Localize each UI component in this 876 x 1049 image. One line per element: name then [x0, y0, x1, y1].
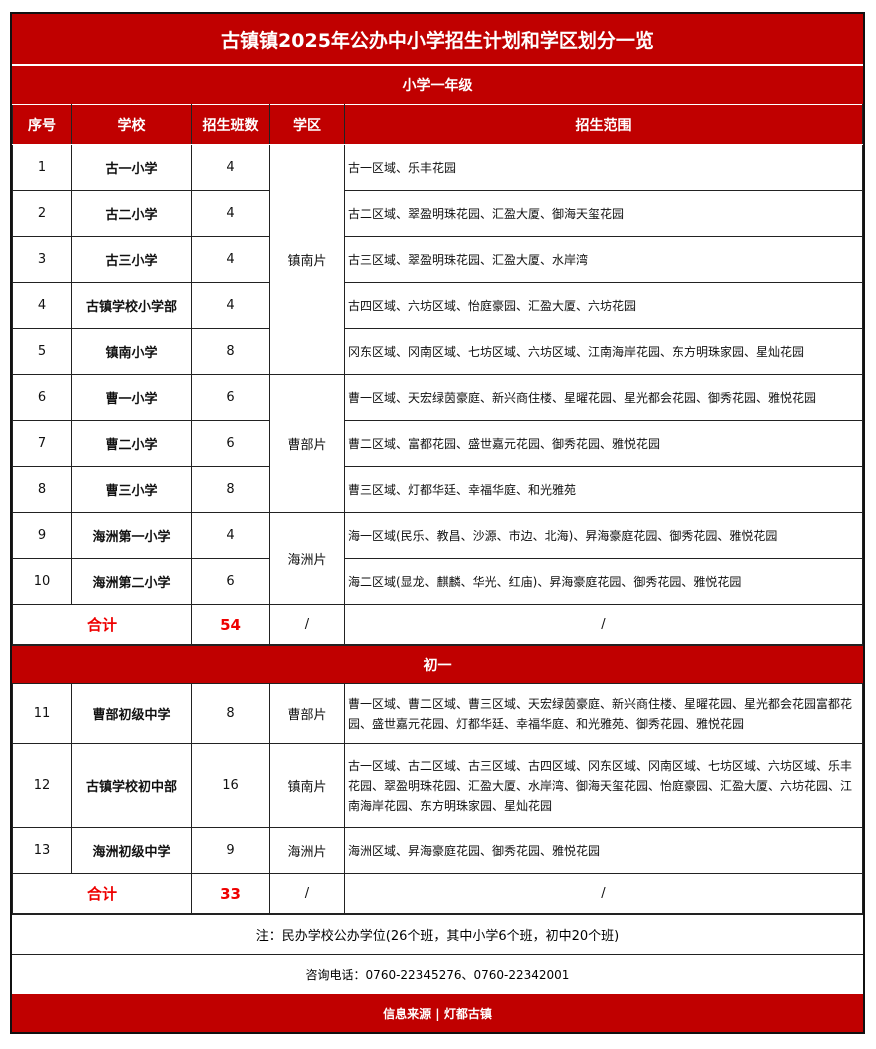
section-primary: 小学一年级: [12, 66, 863, 104]
total-range: /: [344, 604, 863, 645]
enrollment-range: 曹一区域、天宏绿茵豪庭、新兴商住楼、星曜花园、星光都会花园、御秀花园、雅悦花园: [344, 374, 863, 421]
school-name: 古三小学: [71, 236, 192, 283]
total-row: 合计 54//: [12, 604, 863, 645]
school-name: 海洲第二小学: [71, 558, 192, 605]
table-row: 3 古三小学 4 古三区域、翠盈明珠花园、汇盈大厦、水岸湾: [12, 236, 863, 283]
table-row: 2 古二小学 4 古二区域、翠盈明珠花园、汇盈大厦、御海天玺花园: [12, 190, 863, 237]
district: 曹部片: [269, 374, 345, 513]
class-count: 6: [191, 558, 270, 605]
row-no: 4: [12, 282, 72, 329]
school-name: 古镇学校初中部: [71, 743, 192, 828]
class-count: 8: [191, 328, 270, 375]
enrollment-range: 曹三区域、灯都华廷、幸福华庭、和光雅苑: [344, 466, 863, 513]
school-name: 古镇学校小学部: [71, 282, 192, 329]
row-no: 6: [12, 374, 72, 421]
district: 海洲片: [269, 827, 345, 874]
header-row: 序号 学校 招生班数 学区 招生范围: [12, 104, 863, 145]
table-row: 11 曹部初级中学 8 曹部片 曹一区域、曹二区域、曹三区域、天宏绿茵豪庭、新兴商住楼、…: [12, 683, 863, 744]
total-row: 合计 33//: [12, 873, 863, 914]
school-name: 海洲初级中学: [71, 827, 192, 874]
enrollment-range: 古四区域、六坊区域、怡庭豪园、汇盈大厦、六坊花园: [344, 282, 863, 329]
class-count: 6: [191, 374, 270, 421]
school-name: 曹二小学: [71, 420, 192, 467]
section-middle: 初一: [12, 645, 863, 683]
district: 镇南片: [269, 144, 345, 375]
footer-source: 信息来源 | 灯都古镇: [12, 994, 863, 1032]
enrollment-range: 曹一区域、曹二区域、曹三区域、天宏绿茵豪庭、新兴商住楼、星曜花园、星光都会花园富…: [344, 683, 863, 744]
school-name: 曹三小学: [71, 466, 192, 513]
class-count: 4: [191, 512, 270, 559]
note: 注：民办学校公办学位(26个班，其中小学6个班，初中20个班): [12, 914, 863, 954]
header-district: 学区: [269, 104, 345, 145]
class-count: 16: [191, 743, 270, 828]
total-label: 合计: [12, 873, 192, 914]
row-no: 7: [12, 420, 72, 467]
table-row: 7 曹二小学 6 曹二区域、富都花园、盛世嘉元花园、御秀花园、雅悦花园: [12, 420, 863, 467]
total-classes: 33: [191, 873, 270, 914]
class-count: 4: [191, 190, 270, 237]
enrollment-range: 海一区域(民乐、教昌、沙源、市边、北海)、昇海豪庭花园、御秀花园、雅悦花园: [344, 512, 863, 559]
header-school: 学校: [71, 104, 192, 145]
total-label: 合计: [12, 604, 192, 645]
class-count: 4: [191, 144, 270, 191]
middle-table: 11 曹部初级中学 8 曹部片 曹一区域、曹二区域、曹三区域、天宏绿茵豪庭、新兴商住楼、…: [12, 683, 863, 914]
row-no: 8: [12, 466, 72, 513]
table-row: 4 古镇学校小学部 4 古四区域、六坊区域、怡庭豪园、汇盈大厦、六坊花园: [12, 282, 863, 329]
table-row: 5 镇南小学 8 冈东区域、冈南区域、七坊区域、六坊区域、江南海岸花园、东方明珠家园、…: [12, 328, 863, 375]
table-row: 12 古镇学校初中部 16 镇南片 古一区域、古二区域、古三区域、古四区域、冈东区域、冈…: [12, 743, 863, 828]
phone: 咨询电话：0760-22345276、0760-22342001: [12, 954, 863, 994]
row-no: 1: [12, 144, 72, 191]
total-range: /: [344, 873, 863, 914]
row-no: 12: [12, 743, 72, 828]
table-row: 9 海洲第一小学 4 海洲片 海一区域(民乐、教昌、沙源、市边、北海)、昇海豪庭花园、御…: [12, 512, 863, 605]
row-no: 5: [12, 328, 72, 375]
table-row: 10 海洲第二小学 6 海二区域(显龙、麒麟、华光、红庙)、昇海豪庭花园、御秀花园、雅…: [12, 558, 863, 605]
table-row: 13 海洲初级中学 9 海洲片 海洲区域、昇海豪庭花园、御秀花园、雅悦花园: [12, 827, 863, 874]
school-name: 曹部初级中学: [71, 683, 192, 744]
class-count: 4: [191, 282, 270, 329]
class-count: 8: [191, 683, 270, 744]
row-no: 9: [12, 512, 72, 559]
enrollment-range: 冈东区域、冈南区域、七坊区域、六坊区域、江南海岸花园、东方明珠家园、星灿花园: [344, 328, 863, 375]
class-count: 6: [191, 420, 270, 467]
row-no: 11: [12, 683, 72, 744]
page-title: 古镇镇2025年公办中小学招生计划和学区划分一览: [12, 14, 863, 66]
school-name: 古二小学: [71, 190, 192, 237]
school-name: 海洲第一小学: [71, 512, 192, 559]
class-count: 9: [191, 827, 270, 874]
district: 海洲片: [269, 512, 345, 605]
header-classes: 招生班数: [191, 104, 270, 145]
table-row: 6 曹一小学 6 曹部片 曹一区域、天宏绿茵豪庭、新兴商住楼、星曜花园、星光都会花园、御…: [12, 374, 863, 513]
row-no: 13: [12, 827, 72, 874]
enrollment-range: 古三区域、翠盈明珠花园、汇盈大厦、水岸湾: [344, 236, 863, 283]
enrollment-range: 古一区域、古二区域、古三区域、古四区域、冈东区域、冈南区域、七坊区域、六坊区域、…: [344, 743, 863, 828]
enrollment-sheet: 古镇镇2025年公办中小学招生计划和学区划分一览 小学一年级 序号 学校 招生班…: [10, 12, 865, 1034]
row-no: 10: [12, 558, 72, 605]
total-classes: 54: [191, 604, 270, 645]
enrollment-range: 古二区域、翠盈明珠花园、汇盈大厦、御海天玺花园: [344, 190, 863, 237]
enrollment-range: 海二区域(显龙、麒麟、华光、红庙)、昇海豪庭花园、御秀花园、雅悦花园: [344, 558, 863, 605]
enrollment-range: 海洲区域、昇海豪庭花园、御秀花园、雅悦花园: [344, 827, 863, 874]
header-no: 序号: [12, 104, 72, 145]
school-name: 曹一小学: [71, 374, 192, 421]
row-no: 3: [12, 236, 72, 283]
table-row: 1 古一小学 4 镇南片 古一区域、乐丰花园: [12, 144, 863, 375]
row-no: 2: [12, 190, 72, 237]
total-district: /: [269, 604, 345, 645]
district: 曹部片: [269, 683, 345, 744]
school-name: 镇南小学: [71, 328, 192, 375]
total-district: /: [269, 873, 345, 914]
class-count: 8: [191, 466, 270, 513]
header-range: 招生范围: [344, 104, 863, 145]
enrollment-range: 曹二区域、富都花园、盛世嘉元花园、御秀花园、雅悦花园: [344, 420, 863, 467]
class-count: 4: [191, 236, 270, 283]
enrollment-range: 古一区域、乐丰花园: [344, 144, 863, 191]
district: 镇南片: [269, 743, 345, 828]
primary-table: 序号 学校 招生班数 学区 招生范围 1 古一小学 4 镇南片 古一区域、乐丰花园 2 古二…: [12, 104, 863, 645]
school-name: 古一小学: [71, 144, 192, 191]
table-row: 8 曹三小学 8 曹三区域、灯都华廷、幸福华庭、和光雅苑: [12, 466, 863, 513]
